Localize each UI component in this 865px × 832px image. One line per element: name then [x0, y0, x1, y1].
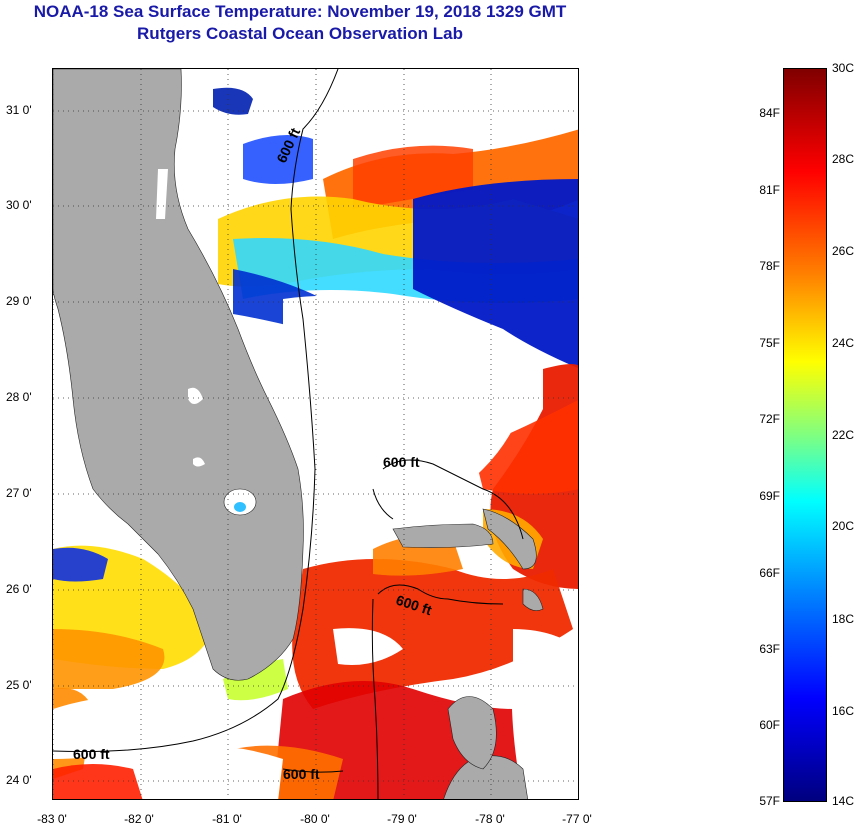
contour-label-2: 600 ft: [383, 454, 420, 470]
lon-label-77: -77 0': [562, 812, 592, 826]
sst-map[interactable]: 600 ft 600 ft 600 ft 600 ft 600 ft: [52, 68, 579, 800]
isobath-straits-lower: [371, 598, 379, 799]
sst-gulf-stream-northeast: [473, 400, 578, 494]
contour-label-4: 600 ft: [73, 746, 110, 762]
lat-label-24: 24 0': [6, 773, 32, 787]
lon-label-79: -79 0': [387, 812, 417, 826]
lake-okeechobee-inner: [234, 502, 246, 512]
cloud-north-patches: [303, 69, 578, 129]
inland-speckle-2: [188, 387, 203, 404]
sst-keys-yellow-green: [223, 659, 288, 701]
sst-north-deep-blue: [413, 179, 578, 369]
colorbar-f-label: 57F: [759, 794, 780, 808]
isobath-bahamas: [382, 459, 524, 540]
temperature-colorbar: [783, 68, 827, 802]
colorbar-c-label: 18C: [832, 612, 855, 626]
map-subtitle: Rutgers Coastal Ocean Observation Lab: [137, 24, 463, 43]
colorbar-c-label: 22C: [832, 428, 855, 442]
cloud-straits-south: [333, 628, 403, 665]
cloud-bottom-center: [153, 745, 283, 799]
sst-gulf-orange: [53, 629, 165, 689]
colorbar-f-label: 81F: [759, 183, 780, 197]
sst-map-canvas: 600 ft 600 ft 600 ft 600 ft 600 ft: [53, 69, 578, 799]
inland-cloud-speckles: [156, 169, 205, 467]
lat-label-30: 30 0': [6, 198, 32, 212]
graticule: [53, 69, 578, 799]
lat-label-29: 29 0': [6, 294, 32, 308]
inland-speckle-1: [156, 169, 168, 219]
colorbar-c-label: 26C: [832, 244, 855, 258]
florida-landmass: [53, 69, 304, 681]
lon-label-82: -82 0': [124, 812, 154, 826]
contour-label-5: 600 ft: [283, 766, 320, 782]
isobath-contours: [53, 69, 524, 799]
colorbar-f-label: 72F: [759, 412, 780, 426]
isobath-south: [282, 768, 344, 773]
colorbar-f-label: 75F: [759, 336, 780, 350]
andros-island: [447, 696, 497, 770]
colorbar-f-label: 69F: [759, 489, 780, 503]
sst-gulf-blue-patch: [53, 547, 108, 582]
cloud-southeast: [511, 629, 578, 799]
isobath-straits: [377, 584, 504, 605]
isobath-bahamas-lower: [372, 488, 394, 520]
colorbar-f-label: 66F: [759, 566, 780, 580]
colorbar-f-label: 60F: [759, 718, 780, 732]
lon-label-81: -81 0': [212, 812, 242, 826]
lon-label-78: -78 0': [475, 812, 505, 826]
cloud-central-region: [283, 295, 533, 534]
colorbar-c-label: 16C: [832, 704, 855, 718]
lat-label-26: 26 0': [6, 582, 32, 596]
cloud-gulf-west: [53, 487, 113, 541]
sst-straits-red: [292, 559, 573, 709]
contour-label-group: 600 ft 600 ft 600 ft 600 ft 600 ft: [73, 125, 434, 782]
eleuthera-island: [522, 588, 544, 611]
sst-northwest-blue-patch: [213, 87, 253, 115]
colorbar-c-label: 20C: [832, 519, 855, 533]
cloud-gulf-south: [53, 695, 233, 759]
map-title: NOAA-18 Sea Surface Temperature: Novembe…: [33, 2, 567, 21]
colorbar-c-label: 30C: [832, 61, 855, 75]
lon-label-83: -83 0': [37, 812, 67, 826]
cloud-north-central: [313, 117, 393, 159]
cloud-mask: [53, 69, 578, 799]
lat-label-27: 27 0': [6, 486, 32, 500]
sst-field: [53, 87, 578, 799]
abaco-island: [482, 508, 537, 570]
lat-label-28: 28 0': [6, 390, 32, 404]
sst-bottom-left-red: [53, 764, 143, 799]
colorbar-c-label: 24C: [832, 336, 855, 350]
lat-label-25: 25 0': [6, 678, 32, 692]
lon-label-80: -80 0': [300, 812, 330, 826]
grand-bahama: [392, 523, 494, 548]
lat-label-31: 31 0': [6, 103, 32, 117]
inland-speckle-3: [193, 457, 205, 467]
sst-north-blue-band: [243, 135, 313, 184]
land: [53, 69, 544, 799]
colorbar-c-label: 14C: [832, 794, 855, 808]
colorbar-f-label: 78F: [759, 259, 780, 273]
colorbar-c-label: 28C: [832, 152, 855, 166]
colorbar-f-label: 63F: [759, 642, 780, 656]
isobath-east-coast: [53, 69, 339, 753]
colorbar-f-label: 84F: [759, 106, 780, 120]
